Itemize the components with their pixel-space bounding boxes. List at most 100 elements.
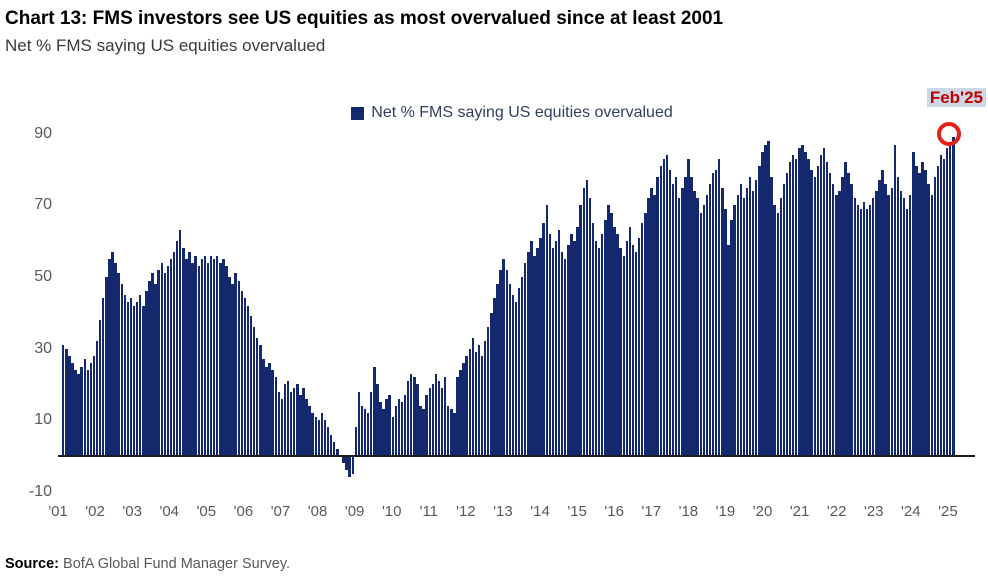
bar [711,173,715,456]
bar [739,183,743,456]
bar [477,345,481,456]
bar [872,198,875,456]
bar [835,194,838,456]
bar [875,191,878,456]
bar [659,166,662,456]
bar [410,373,413,456]
bar [234,273,237,456]
y-tick-label: 90 [34,124,52,142]
legend-marker-icon [351,106,365,120]
bar [850,183,853,456]
bar [681,187,684,456]
bar [419,405,422,456]
bar [83,359,86,456]
bar [490,312,493,456]
highlight-circle [937,122,962,147]
bar [604,219,607,456]
bar [622,255,625,456]
bar [918,173,921,456]
bar [945,148,949,456]
bar [283,384,287,456]
bar [616,234,619,456]
bar [200,259,204,456]
y-tick-label: 70 [34,196,52,214]
bar [252,327,256,456]
bar [678,198,681,456]
bar [921,162,924,456]
bar [887,194,890,456]
bar [647,198,650,456]
bar [579,205,582,456]
bar [533,255,536,456]
bar [289,391,293,456]
bar [644,212,647,456]
bar [819,155,823,456]
bar [68,355,71,456]
bar [74,370,77,456]
bar [191,262,194,456]
bar [351,456,354,474]
bar [924,169,927,456]
x-tick-label: '18 [678,503,699,520]
bar [745,187,749,456]
bar [564,259,567,456]
bar [277,391,281,456]
bar [656,176,659,456]
y-tick-label: -10 [28,482,52,500]
x-tick-label: '03 [122,503,142,520]
feb25-annotation: Feb'25 [902,88,986,108]
bar [742,198,746,456]
bar [530,241,533,456]
legend-label: Net % FMS saying US equities overvalued [371,104,673,121]
x-tick-label: '15 [567,503,587,520]
bar [71,362,74,456]
bar [120,284,123,456]
bar [373,366,376,456]
y-tick-label: 10 [34,411,52,429]
bar [188,251,191,456]
bar [865,208,869,456]
bar [265,366,268,456]
bar [942,158,946,456]
bar [212,259,216,456]
bar [736,194,739,456]
bar [536,248,539,456]
bar [933,176,937,456]
x-tick-label: '20 [752,503,773,520]
bar [376,384,379,456]
bar [508,284,512,456]
bar [366,413,370,456]
bar [216,255,219,456]
bar [175,241,179,456]
bar [573,241,576,456]
bar [816,166,820,456]
bar [129,298,133,456]
bar [881,169,884,456]
bar [299,395,302,456]
bar [930,194,933,456]
bar [333,441,336,456]
bar [520,277,524,456]
bar [471,337,475,456]
bar [397,398,401,456]
x-tick-label: '10 [381,503,402,520]
plot-area [62,120,962,500]
bar [696,198,699,456]
bar [862,201,866,456]
bar [447,405,450,456]
bar [228,277,231,456]
bar [179,230,182,456]
bar [148,280,151,456]
bar [157,269,160,456]
bar [382,409,385,456]
bar [674,176,678,456]
bar [585,180,589,456]
bar [459,370,462,456]
bar [89,362,93,456]
bar [123,294,127,456]
bar [443,377,447,456]
bar [357,391,361,456]
x-tick-label: '06 [233,503,254,520]
bar [431,384,435,456]
bar [135,302,139,456]
